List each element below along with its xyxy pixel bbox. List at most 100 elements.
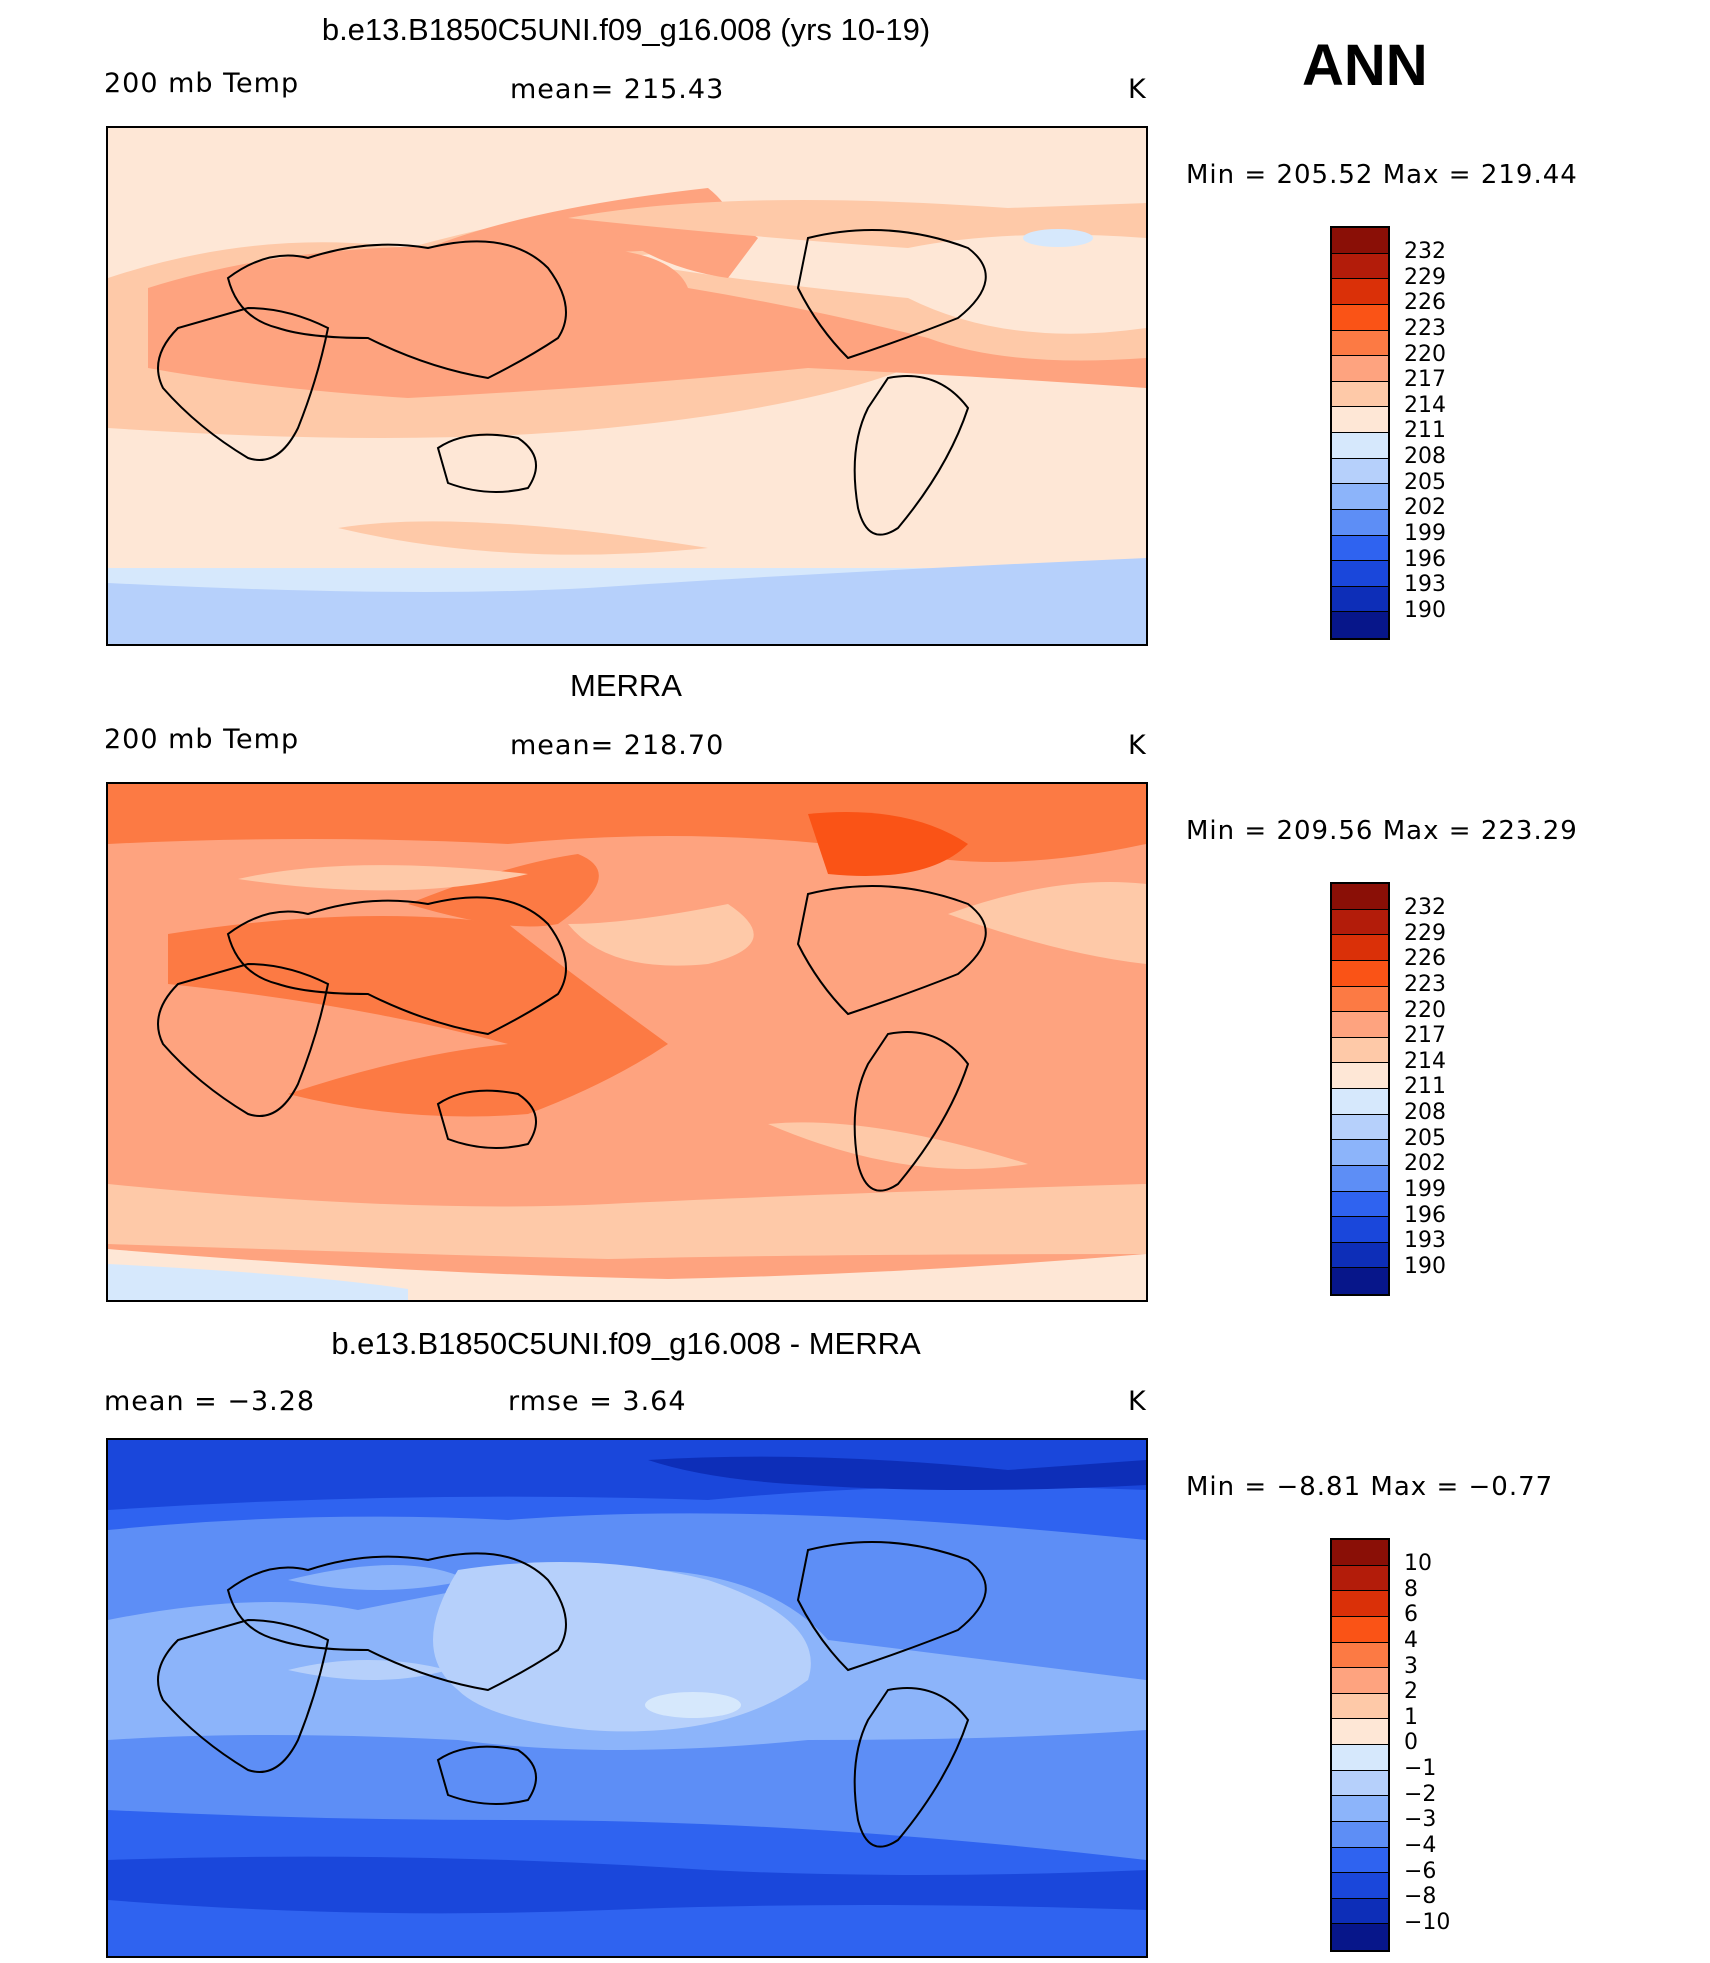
- panel1-max-value: 219.44: [1480, 160, 1578, 190]
- colorbar-swatch: [1332, 1591, 1388, 1617]
- panel2-map: [106, 782, 1148, 1302]
- colorbar-tick-label: 226: [1404, 946, 1446, 972]
- colorbar-swatch: [1332, 1540, 1388, 1566]
- colorbar-swatch: [1332, 356, 1388, 382]
- panel2-minmax: Min = 209.56 Max = 223.29: [1186, 816, 1578, 846]
- colorbar-tick-label: −4: [1404, 1832, 1437, 1858]
- colorbar-swatch: [1332, 1089, 1388, 1115]
- season-label: ANN: [1302, 33, 1428, 98]
- colorbar-tick-label: 1: [1404, 1704, 1418, 1730]
- colorbar-swatch: [1332, 1063, 1388, 1089]
- colorbar-tick-label: 196: [1404, 546, 1446, 572]
- colorbar-tick-label: 217: [1404, 367, 1446, 393]
- colorbar-tick-label: 232: [1404, 239, 1446, 264]
- colorbar-tick-label: −6: [1404, 1858, 1437, 1884]
- colorbar-tick-label: −3: [1404, 1807, 1437, 1833]
- panel3-mean: mean = −3.28: [104, 1386, 316, 1417]
- colorbar-swatch: [1332, 484, 1388, 510]
- colorbar-swatch: [1332, 612, 1388, 638]
- colorbar-swatch: [1332, 1873, 1388, 1899]
- colorbar-tick-label: 229: [1404, 264, 1446, 290]
- colorbar-tick-label: −2: [1404, 1781, 1437, 1807]
- colorbar-tick-label: 10: [1404, 1551, 1432, 1576]
- panel3-min-label: Min: [1186, 1472, 1236, 1502]
- colorbar-swatch: [1332, 935, 1388, 961]
- colorbar-tick-label: 223: [1404, 315, 1446, 341]
- colorbar-tick-label: −10: [1404, 1909, 1451, 1935]
- panel1-map: [106, 126, 1148, 646]
- colorbar-swatch: [1332, 1796, 1388, 1822]
- colorbar-tick-label: 211: [1404, 1074, 1446, 1100]
- colorbar-tick-label: 0: [1404, 1730, 1418, 1756]
- colorbar-swatch: [1332, 884, 1388, 910]
- colorbar-swatch: [1332, 1565, 1388, 1592]
- colorbar-tick-label: 205: [1404, 469, 1446, 495]
- colorbar-swatch: [1332, 986, 1388, 1013]
- colorbar-swatch: [1332, 330, 1388, 357]
- colorbar-swatch: [1332, 1821, 1388, 1848]
- colorbar-swatch: [1332, 381, 1388, 408]
- colorbar-tick-label: 214: [1404, 392, 1446, 418]
- panel1-mean: mean= 215.43: [510, 74, 725, 105]
- colorbar-tick-label: 190: [1404, 597, 1446, 623]
- colorbar-tick-label: 4: [1404, 1627, 1418, 1653]
- colorbar-tick-label: 208: [1404, 1100, 1446, 1125]
- colorbar-swatch: [1332, 1037, 1388, 1064]
- colorbar-swatch: [1332, 1847, 1388, 1874]
- colorbar-swatch: [1332, 1745, 1388, 1771]
- colorbar-tick-label: 226: [1404, 290, 1446, 316]
- colorbar-swatch: [1332, 1642, 1388, 1669]
- colorbar-tick-label: −8: [1404, 1884, 1437, 1910]
- colorbar-swatch: [1332, 1217, 1388, 1243]
- panel3-rmse: rmse = 3.64: [508, 1386, 687, 1417]
- panel1-max-label: Max: [1382, 160, 1440, 190]
- colorbar-tick-label: 232: [1404, 895, 1446, 920]
- panel1-min-value: 205.52: [1276, 160, 1374, 190]
- colorbar-swatch: [1332, 304, 1388, 331]
- colorbar-tick-label: 190: [1404, 1253, 1446, 1279]
- colorbar-tick-label: 217: [1404, 1023, 1446, 1049]
- colorbar-tick-label: 202: [1404, 1151, 1446, 1177]
- panel3-units: K: [1128, 1386, 1147, 1417]
- colorbar-swatch: [1332, 909, 1388, 936]
- colorbar-tick-label: 229: [1404, 920, 1446, 946]
- colorbar-tick-label: 211: [1404, 418, 1446, 444]
- colorbar-tick-label: 8: [1404, 1576, 1418, 1602]
- colorbar-swatch: [1332, 509, 1388, 536]
- colorbar-tick-label: −1: [1404, 1756, 1437, 1781]
- colorbar-swatch: [1332, 535, 1388, 562]
- panel3-map: [106, 1438, 1148, 1958]
- panel2-variable: 200 mb Temp: [104, 724, 300, 755]
- colorbar-swatch: [1332, 433, 1388, 459]
- colorbar-tick-label: 202: [1404, 495, 1446, 521]
- colorbar-swatch: [1332, 1924, 1388, 1950]
- panel3-colorbar: [1330, 1538, 1390, 1952]
- panel2-min-value: 209.56: [1276, 816, 1374, 846]
- colorbar-swatch: [1332, 1668, 1388, 1694]
- colorbar-tick-label: 193: [1404, 572, 1446, 598]
- panel2-colorbar-ticks: 232 229 226 223 220 217 214 211 208 205 202 199 196 1…: [1404, 895, 1446, 1279]
- colorbar-tick-label: 196: [1404, 1202, 1446, 1228]
- panel2-title: MERRA: [570, 668, 682, 703]
- panel3-max-value: −0.77: [1468, 1472, 1554, 1502]
- colorbar-swatch: [1332, 1898, 1388, 1925]
- colorbar-tick-label: 214: [1404, 1048, 1446, 1074]
- colorbar-swatch: [1332, 561, 1388, 587]
- colorbar-tick-label: 220: [1404, 997, 1446, 1023]
- colorbar-swatch: [1332, 1191, 1388, 1218]
- colorbar-swatch: [1332, 228, 1388, 254]
- colorbar-swatch: [1332, 1268, 1388, 1294]
- colorbar-swatch: [1332, 1770, 1388, 1797]
- panel3-colorbar-ticks: 10 8 6 4 3 2 1 0 −1 −2 −3 −4 −6 −8 −10: [1404, 1551, 1450, 1935]
- panel1-units: K: [1128, 74, 1147, 105]
- panel2-mean: mean= 218.70: [510, 730, 725, 761]
- colorbar-tick-label: 199: [1404, 520, 1446, 546]
- colorbar-tick-label: 193: [1404, 1228, 1446, 1254]
- colorbar-swatch: [1332, 253, 1388, 280]
- colorbar-tick-label: 2: [1404, 1679, 1418, 1705]
- colorbar-swatch: [1332, 1242, 1388, 1269]
- colorbar-swatch: [1332, 407, 1388, 433]
- colorbar-tick-label: 220: [1404, 341, 1446, 367]
- colorbar-swatch: [1332, 1012, 1388, 1038]
- colorbar-tick-label: 208: [1404, 444, 1446, 469]
